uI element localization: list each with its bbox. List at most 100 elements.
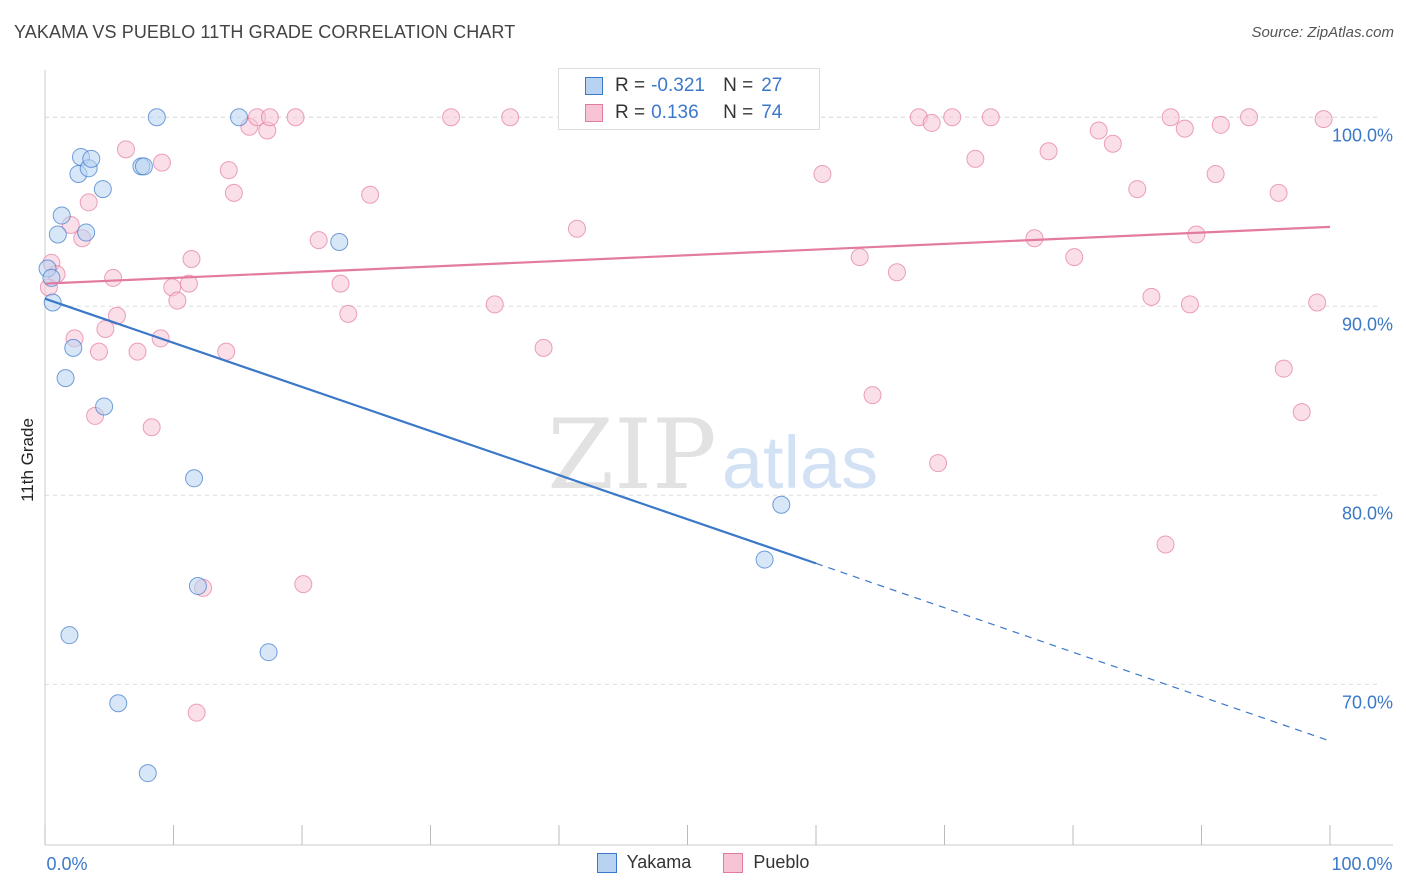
data-point-pueblo <box>863 386 882 405</box>
data-point-yakama <box>230 108 249 127</box>
data-point-yakama <box>64 338 83 357</box>
data-point-pueblo <box>339 304 358 323</box>
data-point-pueblo <box>887 263 906 282</box>
legend-swatch-yakama <box>585 77 603 95</box>
x-tick-label: 100.0% <box>1331 854 1392 874</box>
data-point-pueblo <box>1206 164 1225 183</box>
data-point-pueblo <box>89 342 108 361</box>
legend-n-value: 74 <box>761 102 783 123</box>
data-point-pueblo <box>1156 535 1175 554</box>
points-layer <box>38 108 1333 783</box>
data-point-pueblo <box>1161 108 1180 127</box>
data-point-yakama <box>48 225 67 244</box>
y-tick-label: 70.0% <box>1342 692 1393 712</box>
data-point-pueblo <box>309 231 328 250</box>
legend-row-pueblo: R = 0.136 N = 74 <box>559 100 782 126</box>
data-point-pueblo <box>331 274 350 293</box>
data-point-pueblo <box>168 291 187 310</box>
data-point-yakama <box>185 469 204 488</box>
data-point-pueblo <box>442 108 461 127</box>
series-name-pueblo: Pueblo <box>753 852 810 872</box>
data-point-pueblo <box>1142 287 1161 306</box>
y-tick-label: 100.0% <box>1332 125 1393 145</box>
data-point-pueblo <box>104 268 123 287</box>
legend-r-label: R = <box>615 102 646 123</box>
data-point-pueblo <box>1039 142 1058 161</box>
data-point-pueblo <box>1187 225 1206 244</box>
data-point-pueblo <box>179 274 198 293</box>
data-point-yakama <box>109 694 128 713</box>
data-point-pueblo <box>260 108 279 127</box>
data-point-pueblo <box>1240 108 1259 127</box>
chart-source: Source: ZipAtlas.com <box>1251 24 1394 41</box>
legend-r-value: -0.321 <box>651 75 705 96</box>
legend-swatch-pueblo <box>585 104 603 122</box>
data-point-pueblo <box>1065 248 1084 267</box>
data-point-yakama <box>60 626 79 645</box>
data-point-yakama <box>93 180 112 199</box>
data-point-pueblo <box>294 575 313 594</box>
data-point-pueblo <box>813 164 832 183</box>
data-point-pueblo <box>1269 183 1288 202</box>
watermark-atlas: atlas <box>722 421 878 504</box>
data-point-pueblo <box>142 418 161 437</box>
trend-line-yakama <box>44 297 817 565</box>
data-point-yakama <box>259 643 278 662</box>
trend-layer <box>44 225 1331 742</box>
data-point-pueblo <box>981 108 1000 127</box>
data-point-pueblo <box>1314 110 1333 129</box>
data-point-yakama <box>755 550 774 569</box>
data-point-pueblo <box>922 113 941 132</box>
data-point-yakama <box>82 149 101 168</box>
series-name-yakama: Yakama <box>626 852 692 872</box>
series-swatch-pueblo <box>723 852 744 873</box>
data-point-pueblo <box>534 338 553 357</box>
data-point-pueblo <box>182 250 201 269</box>
legend-n-label: N = <box>723 75 754 96</box>
data-point-pueblo <box>501 108 520 127</box>
legend-n-label: N = <box>723 102 754 123</box>
data-point-pueblo <box>929 454 948 473</box>
data-point-pueblo <box>1128 180 1147 199</box>
data-point-pueblo <box>224 183 243 202</box>
data-point-yakama <box>95 397 114 416</box>
data-point-pueblo <box>943 108 962 127</box>
data-point-pueblo <box>1292 403 1311 422</box>
data-point-pueblo <box>187 703 206 722</box>
trend-line-pueblo <box>44 225 1331 285</box>
data-point-pueblo <box>1308 293 1327 312</box>
data-point-pueblo <box>217 342 236 361</box>
data-point-yakama <box>134 157 153 176</box>
y-tick-label: 80.0% <box>1342 503 1393 523</box>
data-point-yakama <box>772 495 791 514</box>
data-point-pueblo <box>286 108 305 127</box>
data-point-pueblo <box>1089 121 1108 140</box>
data-point-pueblo <box>361 185 380 204</box>
data-point-yakama <box>52 206 71 225</box>
data-point-yakama <box>138 764 157 783</box>
legend-row-yakama: R = -0.321 N = 27 <box>559 73 782 99</box>
data-point-pueblo <box>1180 295 1199 314</box>
data-point-pueblo <box>96 319 115 338</box>
data-point-pueblo <box>116 140 135 159</box>
data-point-pueblo <box>79 193 98 212</box>
series-legend-item-pueblo[interactable]: Pueblo <box>723 852 809 873</box>
watermark-zip: ZIP <box>547 399 716 511</box>
data-point-pueblo <box>152 153 171 172</box>
data-point-yakama <box>188 577 207 596</box>
x-tick-label: 0.0% <box>46 854 87 874</box>
data-point-pueblo <box>1103 134 1122 153</box>
data-point-pueblo <box>1175 119 1194 138</box>
data-point-pueblo <box>128 342 147 361</box>
y-tick-label: 90.0% <box>1342 314 1393 334</box>
series-legend: Yakama Pueblo <box>0 852 1406 873</box>
legend-n-value: 27 <box>761 75 783 96</box>
data-point-pueblo <box>1274 359 1293 378</box>
series-legend-item-yakama[interactable]: Yakama <box>596 852 692 873</box>
watermark: ZIP atlas <box>547 399 878 511</box>
data-point-pueblo <box>850 248 869 267</box>
stats-legend: R = -0.321 N = 27 R = 0.136 N = 74 <box>558 68 820 130</box>
trend-line-extension-yakama <box>815 562 1331 742</box>
data-point-yakama <box>77 223 96 242</box>
